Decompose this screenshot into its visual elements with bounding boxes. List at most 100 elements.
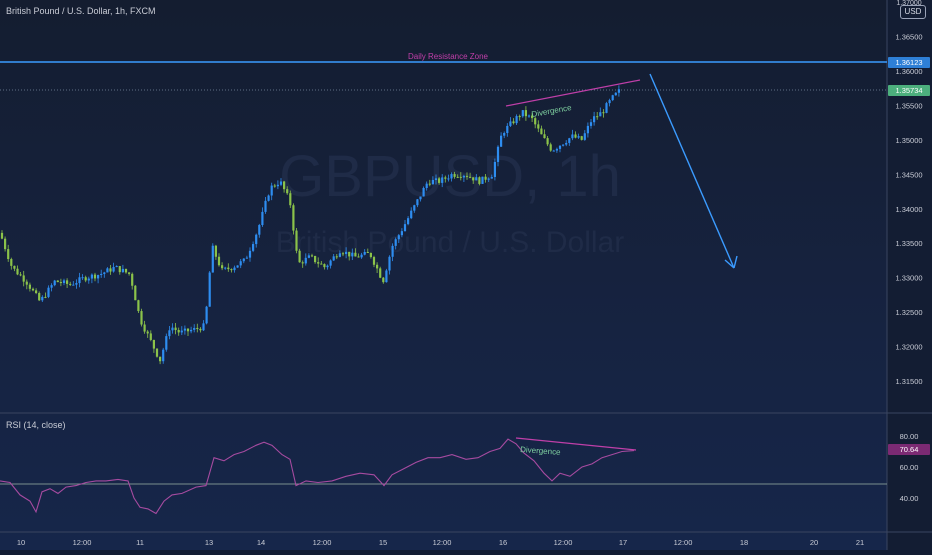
price-tick-label: 1.35500	[895, 101, 922, 110]
candle-body	[295, 230, 298, 251]
candle-body	[323, 264, 326, 268]
rsi-tick-label: 80.00	[900, 432, 919, 441]
projection-arrow[interactable]	[649, 73, 738, 269]
candle-body	[56, 280, 59, 283]
time-tick-label: 12:00	[554, 538, 573, 547]
candle-body	[124, 268, 128, 273]
candle-body	[84, 277, 87, 281]
candle-body	[78, 277, 81, 284]
candle-body	[202, 323, 205, 331]
candle-body	[583, 133, 586, 140]
rsi-value-tag-text: 70.64	[900, 445, 919, 454]
price-axis: 1.37000 1.36500 1.36000 1.35500 1.35000 1.345…	[895, 0, 922, 386]
candle-body	[589, 122, 593, 126]
last-price-tag	[888, 85, 930, 96]
candle-body	[233, 267, 236, 271]
candle-body	[152, 339, 155, 349]
candle-body	[462, 175, 465, 178]
rsi-title[interactable]: RSI (14, close)	[6, 420, 66, 430]
candle-body	[115, 266, 118, 268]
rsi-tick-label: 40.00	[900, 494, 919, 503]
candle-body	[205, 306, 208, 324]
time-tick-label: 12:00	[313, 538, 332, 547]
candle-body	[537, 124, 540, 129]
candle-body	[112, 266, 115, 272]
candle-body	[180, 330, 183, 333]
candle-body	[286, 189, 289, 194]
candle-body	[521, 110, 524, 117]
candle-body	[456, 176, 459, 178]
candle-body	[31, 288, 35, 291]
candle-body	[292, 205, 295, 231]
candle-body	[301, 262, 304, 264]
candle-body	[593, 116, 596, 123]
candle-body	[459, 176, 462, 178]
candle-body	[397, 235, 400, 240]
candle-body	[304, 257, 307, 264]
candle-body	[134, 285, 137, 301]
candle-body	[317, 262, 320, 264]
price-tick-label: 1.33000	[895, 274, 922, 283]
candle-body	[614, 92, 617, 96]
time-tick-label: 17	[619, 538, 627, 547]
candle-body	[555, 148, 558, 151]
candle-body	[428, 183, 431, 185]
candle-body	[121, 268, 124, 273]
price-tick-label: 1.34500	[895, 170, 922, 179]
candle-body	[109, 268, 112, 272]
candle-body	[602, 112, 605, 114]
rsi-value-tag	[888, 444, 930, 455]
candle-body	[90, 274, 93, 279]
rsi-line[interactable]	[0, 438, 635, 515]
rsi-divergence-line[interactable]	[515, 437, 637, 451]
candle-body	[512, 121, 515, 124]
candle-body	[283, 181, 286, 190]
candle-body	[481, 176, 484, 184]
candle-body	[22, 275, 25, 282]
candle-body	[146, 331, 149, 334]
time-tick-label: 11	[136, 538, 144, 547]
candle-body	[149, 333, 152, 340]
candle-body	[320, 263, 323, 265]
price-tick-label: 1.35000	[895, 136, 922, 145]
candle-body	[487, 178, 490, 180]
candle-body	[276, 184, 279, 187]
price-divergence-line[interactable]	[505, 79, 641, 107]
candle-body	[357, 256, 360, 258]
currency-badge[interactable]: USD	[900, 5, 926, 19]
candle-body	[332, 256, 335, 261]
candle-body	[379, 268, 382, 278]
candle-body	[534, 118, 537, 125]
candle-body	[183, 328, 186, 331]
candle-body	[19, 274, 22, 276]
candle-body	[264, 200, 267, 212]
time-tick-label: 12:00	[674, 538, 693, 547]
candle-body	[394, 239, 397, 246]
candle-body	[382, 277, 385, 283]
candle-body	[515, 116, 518, 124]
candle-body	[41, 296, 44, 301]
time-tick-label: 16	[499, 538, 507, 547]
candle-body	[608, 100, 611, 104]
candle-body	[252, 244, 255, 251]
price-tick-label: 1.32000	[895, 343, 922, 352]
last-price-tag-text: 1.35734	[895, 86, 922, 95]
candle-body	[314, 255, 317, 263]
candle-body	[16, 268, 19, 275]
candle-body	[193, 327, 196, 330]
candle-body	[279, 181, 283, 185]
candle-body	[227, 267, 230, 270]
candle-body	[410, 210, 413, 219]
candlestick-series[interactable]	[0, 85, 620, 365]
price-tick-label: 1.36500	[895, 33, 922, 42]
candle-body	[50, 285, 53, 288]
candle-body	[13, 265, 16, 269]
candle-body	[475, 177, 478, 181]
chart-title[interactable]: British Pound / U.S. Dollar, 1h, FXCM	[6, 6, 156, 16]
candle-body	[239, 261, 242, 266]
rsi-divergence-label: Divergence	[520, 445, 562, 457]
candle-body	[431, 179, 434, 185]
candle-body	[196, 327, 199, 329]
